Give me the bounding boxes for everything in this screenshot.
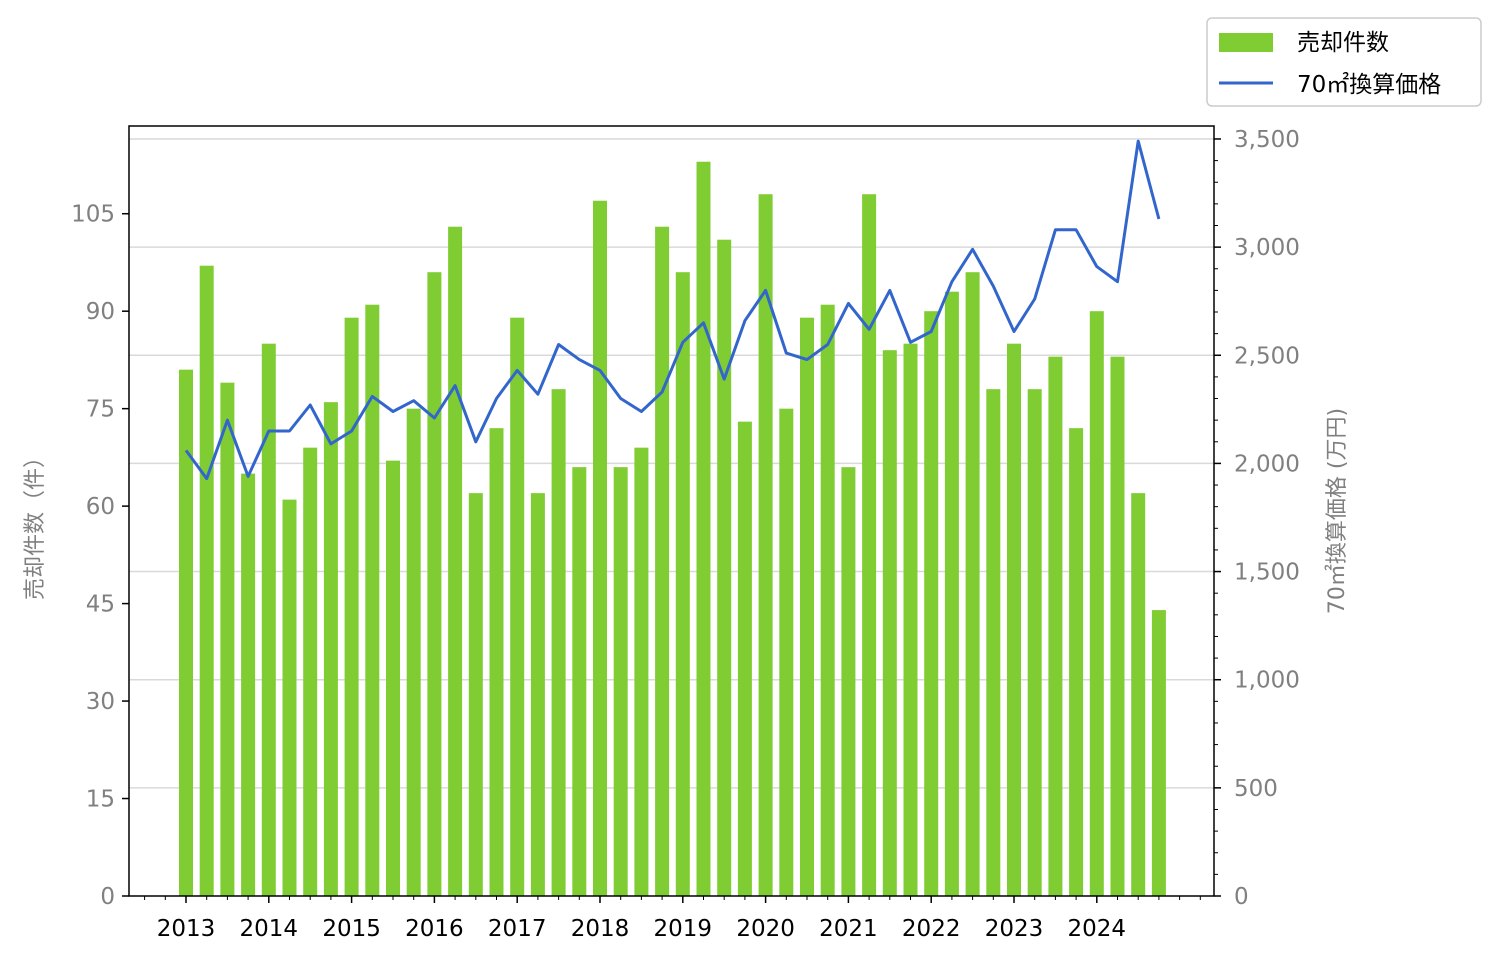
x-tick-label: 2015 [322,916,381,942]
left-tick-label: 60 [86,494,115,520]
bar [386,460,400,896]
bar [489,428,504,896]
bar [406,408,421,896]
x-tick-label: 2016 [405,916,464,942]
bar [1048,356,1063,896]
price-line [184,139,1161,481]
x-tick-label: 2018 [571,916,630,942]
x-tick-label: 2017 [488,916,547,942]
bar [551,389,566,896]
right-axis-label: 70㎡換算価格 (万円) [1324,408,1350,614]
bar [1110,356,1125,896]
bar [862,194,877,896]
bar [675,272,690,897]
legend: 売却件数 70㎡換算価格 [1206,17,1482,107]
x-tick-label: 2022 [902,916,961,942]
bar [220,382,235,897]
left-tick-label: 105 [71,202,115,228]
plot-frame [128,125,1215,897]
legend-bar-swatch [1219,33,1273,52]
legend-frame [1206,17,1482,107]
bar [572,467,587,896]
right-tick-label: 500 [1234,776,1278,802]
bar [1007,343,1021,896]
x-tick-label: 2013 [157,916,216,942]
bar [1069,428,1084,896]
bar [924,311,939,896]
right-tick-label: 1,500 [1234,560,1300,586]
bar [593,200,607,897]
right-tick-label: 0 [1234,884,1249,910]
bar [241,473,256,896]
bar [261,343,276,896]
right-tick-label: 3,500 [1234,127,1300,153]
bar [820,304,835,896]
right-tick-label: 2,500 [1234,343,1300,369]
bar [530,493,545,896]
bar-series [179,161,1166,897]
left-tick-label: 45 [86,592,115,618]
bar [323,402,338,896]
bar [344,317,359,897]
bar [737,421,752,896]
bar [448,226,463,897]
x-axis: 2013 2014 2015 2016 2017 2018 2019 2020 2021 2022… [144,896,1201,942]
right-tick-label: 2,000 [1234,451,1300,477]
legend-bar-label: 売却件数 [1297,30,1389,56]
bar [634,447,649,896]
left-tick-label: 75 [86,397,115,423]
bar [468,493,483,896]
x-tick-label: 2023 [985,916,1044,942]
left-axis: 0 15 30 45 60 75 90 105 [71,202,129,910]
left-tick-label: 0 [100,884,115,910]
bar [199,265,214,896]
left-tick-label: 15 [86,787,115,813]
left-axis-label: 売却件数（件） [23,446,48,600]
x-tick-label: 2024 [1068,916,1127,942]
bar [717,239,732,896]
bar [613,467,628,896]
x-tick-label: 2021 [819,916,878,942]
bar [282,499,297,896]
bar [179,369,193,896]
bar [696,161,711,896]
x-tick-label: 2014 [240,916,299,942]
right-tick-label: 3,000 [1234,235,1300,261]
bar [944,291,959,897]
legend-line-label: 70㎡換算価格 [1297,72,1441,98]
bar [800,317,814,897]
bar [1089,311,1104,896]
bar [365,304,380,896]
bar [965,272,980,897]
left-tick-label: 30 [86,689,115,715]
right-tick-label: 1,000 [1234,668,1300,694]
bar [903,343,918,896]
bar [882,350,897,896]
bar [779,408,794,896]
bar [427,272,442,897]
left-tick-label: 90 [86,299,115,325]
bar [1027,389,1042,896]
x-tick-label: 2020 [736,916,795,942]
bar [1131,493,1146,896]
bar [655,226,670,897]
bar [841,467,856,896]
bar [758,194,773,896]
bar [510,317,525,897]
bar [303,447,318,896]
right-axis: 0 500 1,000 1,500 2,000 2,500 3,000 3,500 [1214,127,1300,910]
x-tick-label: 2019 [654,916,713,942]
bar [1151,610,1166,896]
bar [986,389,1001,896]
